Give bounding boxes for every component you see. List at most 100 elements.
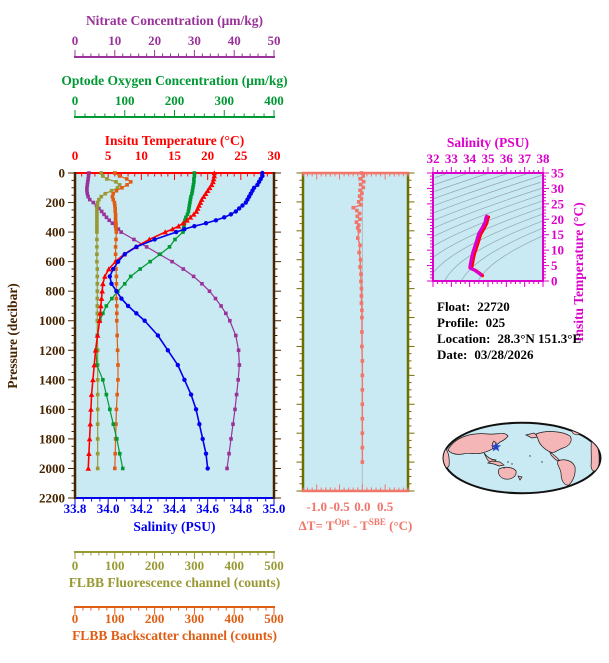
pressure-axis-title: Pressure (decibar)	[5, 283, 20, 389]
backscatter-axis: FLBB Backscatter channel (counts) 0 100 200…	[72, 606, 284, 643]
salinity-tick-label: 34.6	[196, 501, 219, 516]
fluorescence-tick-label: 300	[185, 558, 205, 573]
date-label: Date:	[437, 347, 468, 362]
temperature-tick-label: 10	[135, 148, 148, 163]
delta-t-tick-label: -1.0	[306, 499, 327, 514]
salinity-tick-label: 34.8	[229, 501, 252, 516]
temperature-tick-label: 30	[268, 148, 281, 163]
ts-salinity-tick-label: 32	[427, 151, 440, 166]
oxygen-axis: Optode Oxygen Concentration (μm/kg) 0 100 2…	[61, 73, 288, 118]
salinity-axis-title: Salinity (PSU)	[133, 519, 215, 534]
ts-curve	[468, 214, 491, 278]
fluorescence-tick-label: 100	[105, 558, 125, 573]
pressure-axis: 0 200 400 600 800 1000 1200 1400 1600 1800 2000 220…	[5, 166, 281, 506]
temperature-tick-label: 5	[105, 148, 112, 163]
delta-t-panel: -1.0 -0.5 0.0 0.5 ΔT= TOpt - TSBE (°C)	[296, 171, 415, 533]
ts-salinity-tick-label: 38	[537, 151, 551, 166]
backscatter-tick-label: 500	[264, 611, 284, 626]
nitrate-axis: Nitrate Concentration (μm/kg) 0 10 20 30 40 50	[72, 13, 281, 58]
oxygen-tick-label: 400	[264, 93, 284, 108]
salinity-axis: Salinity (PSU) 33.8 34.0 34.2 34.4 34.6 34.8 35…	[64, 497, 286, 534]
delta-t-axis-title: ΔT= TOpt - TSBE (°C)	[299, 517, 413, 533]
fluorescence-tick-label: 200	[145, 558, 165, 573]
backscatter-tick-label: 100	[105, 611, 125, 626]
profile-label: Profile:	[437, 315, 479, 330]
fluorescence-tick-label: 500	[264, 558, 284, 573]
pressure-tick-label: 2200	[39, 491, 65, 506]
temperature-axis-title: Insitu Temperature (°C)	[105, 133, 244, 148]
backscatter-tick-label: 200	[145, 611, 165, 626]
map-island	[503, 467, 505, 469]
ts-salinity-axis-title: Salinity (PSU)	[447, 135, 529, 150]
pressure-tick-label: 1200	[39, 343, 65, 358]
map-land	[557, 459, 576, 486]
location-label: Location:	[437, 331, 491, 346]
oxygen-tick-label: 100	[115, 93, 135, 108]
ts-curve-optode	[468, 214, 489, 277]
ts-temperature-axis-title: Insitu Temperature (°C)	[571, 202, 586, 341]
pressure-tick-label: 1400	[39, 372, 65, 387]
float-info-row: Location: 28.3°N 151.3°E	[437, 331, 609, 347]
date-value: 03/28/2026	[474, 347, 534, 362]
pressure-tick-label: 1000	[39, 313, 65, 328]
ts-salinity-tick-label: 37	[518, 151, 532, 166]
pressure-tick-label: 1800	[39, 431, 65, 446]
temperature-tick-label: 20	[201, 148, 214, 163]
oxygen-profile-curve	[94, 171, 197, 471]
main-profile-plot	[75, 173, 274, 498]
fluorescence-tick-label: 0	[72, 558, 79, 573]
ts-temperature-tick-label: 0	[551, 274, 558, 289]
map-land	[486, 460, 505, 467]
ts-salinity-tick-label: 36	[500, 151, 514, 166]
ts-salinity-tick-label: 33	[445, 151, 459, 166]
ts-temperature-tick-label: 25	[551, 196, 565, 211]
temperature-tick-label: 25	[234, 148, 248, 163]
fluorescence-tick-label: 400	[224, 558, 244, 573]
temperature-tick-label: 0	[72, 148, 79, 163]
nitrate-tick-label: 20	[148, 33, 161, 48]
nitrate-tick-label: 0	[72, 33, 79, 48]
oxygen-tick-label: 200	[165, 93, 185, 108]
salinity-tick-label: 35.0	[263, 501, 286, 516]
map-land	[590, 437, 600, 472]
map-island	[529, 455, 531, 457]
pressure-tick-label: 2000	[39, 461, 65, 476]
ts-salinity-tick-label: 34	[463, 151, 477, 166]
delta-t-tick-label: -0.5	[329, 499, 350, 514]
salinity-tick-label: 34.0	[97, 501, 120, 516]
delta-t-plot-area	[303, 173, 408, 491]
salinity-tick-label: 34.4	[163, 501, 186, 516]
pressure-tick-label: 200	[46, 195, 66, 210]
delta-t-tick-label: 0.0	[354, 499, 370, 514]
temperature-profile-curve	[85, 170, 218, 471]
backscatter-tick-label: 0	[72, 611, 79, 626]
float-info-row: Profile: 025	[437, 315, 609, 331]
location-star-marker	[490, 441, 502, 452]
ts-salinity-tick-label: 35	[482, 151, 496, 166]
nitrate-tick-label: 10	[108, 33, 121, 48]
profile-number: 025	[485, 315, 506, 330]
ts-temperature-tick-label: 20	[551, 212, 564, 227]
ts-temperature-tick-label: 35	[551, 166, 565, 181]
fluorescence-axis-title: FLBB Fluorescence channel (counts)	[69, 575, 281, 590]
pressure-tick-label: 600	[46, 254, 66, 269]
nitrate-tick-label: 40	[228, 33, 241, 48]
float-label: Float:	[437, 299, 471, 314]
float-id: 22720	[477, 299, 510, 314]
map-land	[517, 475, 523, 481]
temperature-axis: Insitu Temperature (°C) 0 5 10 15 20 25 30	[72, 133, 281, 180]
float-info: Float: 22720 Profile: 025 Location: 28.3°N …	[437, 299, 609, 363]
pressure-tick-label: 0	[59, 166, 66, 181]
temperature-tick-label: 15	[168, 148, 182, 163]
fluorescence-axis: FLBB Fluorescence channel (counts) 0 100 20…	[69, 551, 284, 590]
nitrate-axis-title: Nitrate Concentration (μm/kg)	[86, 13, 263, 28]
backscatter-profile-curve	[110, 171, 133, 471]
map-land	[549, 451, 561, 462]
backscatter-tick-label: 300	[185, 611, 205, 626]
map-island	[511, 463, 513, 465]
map-land	[535, 431, 572, 453]
map-land	[498, 466, 517, 480]
